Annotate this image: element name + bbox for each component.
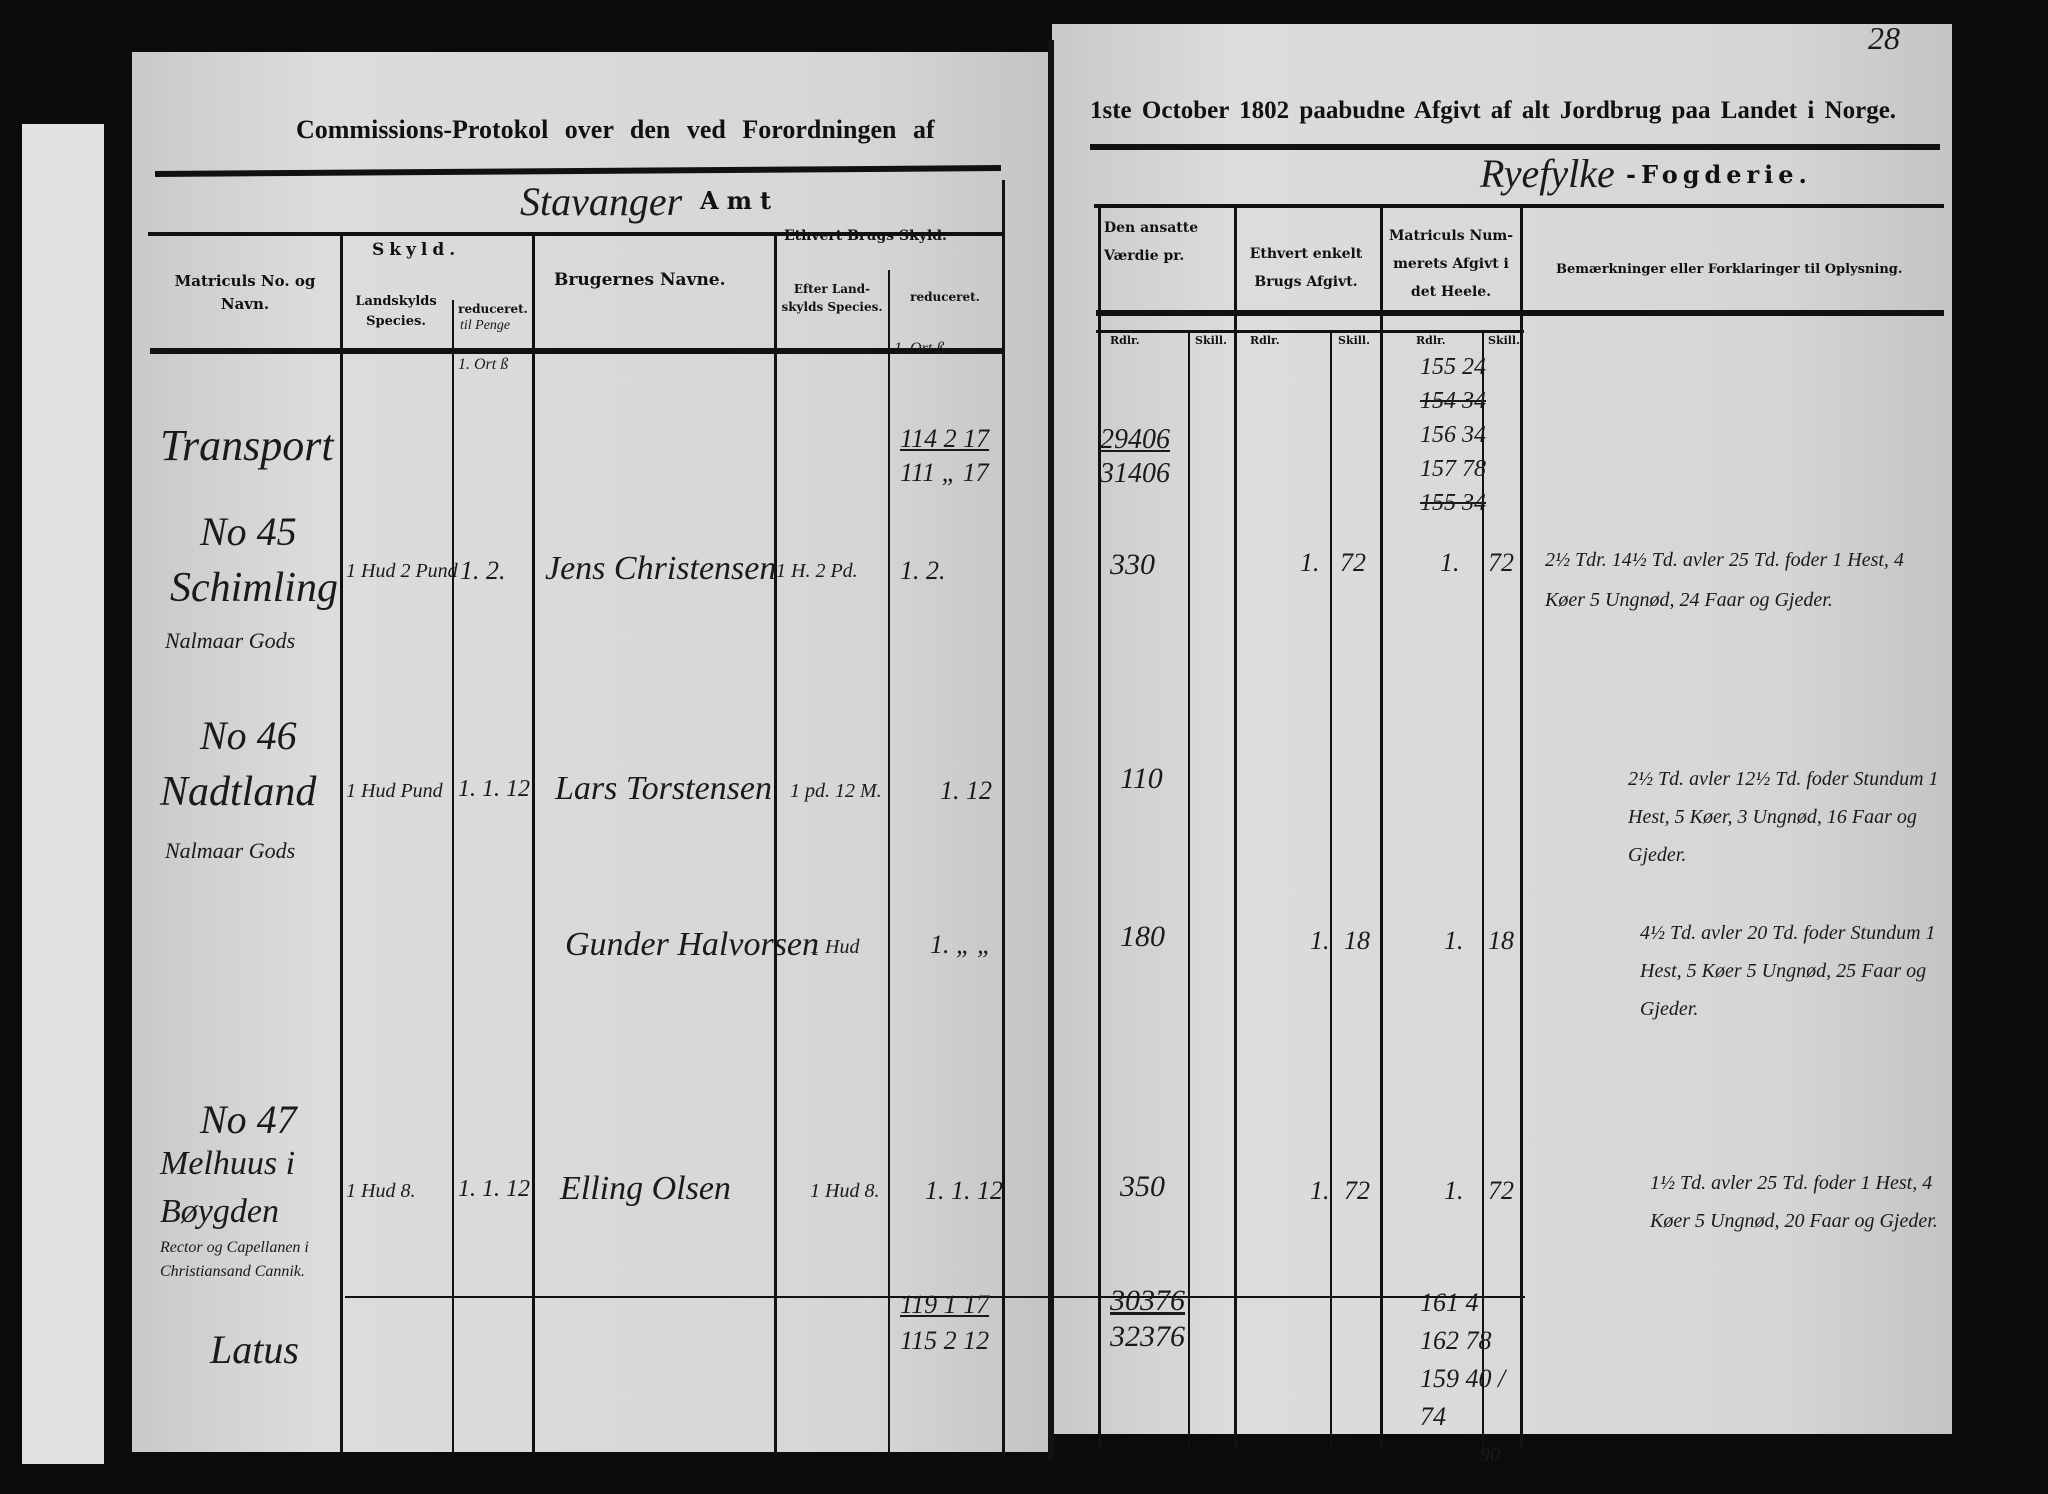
amt-handwritten: Stavanger [520, 179, 683, 224]
entry-heele-s: 18 [1488, 926, 1514, 955]
entry-bruger: Gunder Halvorsen [565, 926, 820, 963]
entry-afgivt-s: 18 [1344, 926, 1370, 955]
transport-skyld-b: 111 „ 17 [900, 458, 989, 487]
transport-vaerdie-b: 31406 [1100, 458, 1170, 489]
header-rdlr-2: Rdlr. [1250, 334, 1280, 347]
heele-line: 155 34 [1420, 490, 1486, 516]
header-bemaerkninger: Bemærkninger eller Forklaringer til Oply… [1556, 262, 1903, 277]
entry-vaerdie: 350 [1120, 1170, 1165, 1203]
entry-afgivt-s: 72 [1340, 548, 1366, 577]
entry-remark: 2½ Td. avler 12½ Td. foder Stundum 1 Hes… [1628, 768, 1939, 866]
header-reduceret: reduceret. [458, 302, 528, 316]
header-brugernes-navne: Brugernes Navne. [554, 270, 726, 290]
entry-remark: 4½ Td. avler 20 Td. foder Stundum 1 Hest… [1640, 922, 1936, 1020]
unit-note-1: 1. Ort ß [458, 356, 509, 373]
entry-efter: 1 Hud 8. [810, 1180, 880, 1202]
fogderie-label: -Fogderie. [1626, 160, 1812, 189]
paper-strip [22, 124, 104, 1464]
entry-afgivt-r: 1. [1310, 1176, 1330, 1205]
entry-reduceret: 1. 1. 12 [458, 776, 530, 802]
header-vaerdie: Den ansatte Værdie pr. [1104, 220, 1199, 264]
title-right: 1ste October 1802 paabudne Afgivt af alt… [1090, 97, 1897, 124]
entry-vaerdie: 180 [1120, 920, 1165, 953]
latus-heele: 161 4 162 78 159 40 / 74 90 [1420, 1284, 1530, 1474]
entry-afgivt-r: 1. [1310, 926, 1330, 955]
entry-remark: 2½ Tdr. 14½ Td. avler 25 Td. foder 1 Hes… [1545, 549, 1904, 611]
header-efter-landskylds: Efter Land-skylds Species. [781, 282, 883, 314]
entry-efter: 1 Hud [810, 936, 860, 958]
left-page [132, 52, 1048, 1452]
entry-afgivt-r: 1. [1300, 548, 1320, 577]
latus-skyld-a: 119 1 17 [900, 1290, 990, 1319]
entry-no: No 45 [200, 509, 297, 554]
entry-heele-s: 72 [1488, 1176, 1514, 1205]
entry-name: Nadtland [160, 769, 317, 815]
entry-red2: 1. 1. 12 [925, 1176, 1003, 1205]
header-enkelt-afgivt: Ethvert enkelt Brugs Afgivt. [1249, 246, 1363, 290]
header-reduceret-note: til Penge [460, 318, 511, 333]
header-skill-1: Skill. [1195, 334, 1227, 347]
heele-line: 157 78 [1420, 456, 1486, 482]
entry-no: No 47 [200, 1097, 297, 1142]
heele-line: 156 34 [1420, 422, 1486, 448]
transport-skyld-a: 114 2 17 [900, 424, 990, 453]
entry-bruger: Jens Christensen [545, 550, 777, 587]
entry-efter: 1 pd. 12 M. [790, 780, 882, 802]
entry-bruger: Elling Olsen [560, 1170, 731, 1207]
amt-label: Amt [700, 186, 780, 215]
header-skill-2: Skill. [1338, 334, 1370, 347]
header-rdlr-3: Rdlr. [1416, 334, 1446, 347]
transport-heele: 155 24 154 34 156 34 157 78 155 34 [1420, 350, 1520, 520]
latus-vaerdie-b: 32376 [1110, 1320, 1185, 1353]
entry-landskyld: 1 Hud 2 Pund [346, 560, 458, 582]
header-matricul: Matriculs No. og Navn. [174, 272, 316, 313]
entry-owner: Nalmaar Gods [165, 838, 296, 863]
latus-vaerdie-a: 30376 [1110, 1284, 1185, 1317]
heele-line: 90 [1480, 1444, 1500, 1466]
header-reduceret-2: reduceret. [910, 290, 980, 304]
entry-afgivt-s: 72 [1344, 1176, 1370, 1205]
entry-name: Melhuus i Bøygden [160, 1145, 296, 1230]
entry-red2: 1. „ „ [930, 930, 992, 959]
entry-heele-r: 1. [1444, 1176, 1464, 1205]
fogderie-handwritten: Ryefylke [1480, 151, 1615, 196]
entry-no: No 46 [200, 713, 297, 758]
header-matricul-afgivt: Matriculs Num-merets Afgivt i det Heele. [1388, 228, 1514, 300]
latus-label: Latus [210, 1327, 299, 1372]
header-skyld: Skyld. [372, 240, 461, 260]
transport-label: Transport [160, 421, 334, 470]
page-number: 28 [1868, 20, 1900, 56]
title-left: Commissions-Protokol over den ved Forord… [296, 115, 935, 144]
entry-heele-s: 72 [1488, 548, 1514, 577]
heele-line: 161 4 [1420, 1288, 1479, 1317]
entry-reduceret: 1. 2. [460, 556, 506, 585]
entry-remark: 1½ Td. avler 25 Td. foder 1 Hest, 4 Køer… [1650, 1172, 1938, 1232]
right-page [1052, 24, 1952, 1434]
heele-line: 162 78 [1420, 1326, 1492, 1355]
entry-vaerdie: 330 [1110, 548, 1155, 581]
heele-line: 154 34 [1420, 388, 1486, 414]
entry-red2: 1. 2. [900, 556, 946, 585]
unit-note-2: 1. Ort ß [894, 340, 945, 357]
entry-owner: Rector og Capellanen i Christiansand Can… [160, 1239, 309, 1280]
entry-bruger: Lars Torstensen [555, 770, 772, 807]
entry-owner: Nalmaar Gods [165, 628, 296, 653]
transport-vaerdie-a: 29406 [1100, 424, 1170, 455]
entry-efter: 1 H. 2 Pd. [776, 560, 858, 582]
heele-line: 159 40 / 74 [1420, 1364, 1506, 1431]
header-skill-3: Skill. [1488, 334, 1520, 347]
entry-reduceret: 1. 1. 12 [458, 1176, 530, 1202]
header-landskyld-species: Landskylds Species. [355, 294, 437, 329]
entry-name: Schimling [170, 565, 338, 611]
header-rdlr-1: Rdlr. [1110, 334, 1140, 347]
entry-landskyld: 1 Hud Pund [346, 780, 443, 802]
header-ethvert-brugs-skyld: Ethvert Brugs Skyld. [784, 228, 947, 244]
entry-red2: 1. 12 [940, 776, 992, 805]
latus-skyld-b: 115 2 12 [900, 1326, 990, 1355]
entry-landskyld: 1 Hud 8. [346, 1180, 416, 1202]
entry-heele-r: 1. [1444, 926, 1464, 955]
heele-line: 155 24 [1420, 354, 1486, 380]
entry-vaerdie: 110 [1120, 762, 1163, 795]
entry-heele-r: 1. [1440, 548, 1460, 577]
